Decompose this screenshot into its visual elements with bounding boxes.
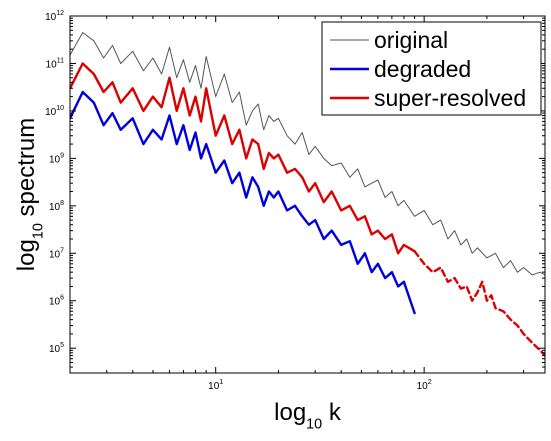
y-axis-label: log10 spectrum [13,118,46,271]
y-tick-label: 1011 [46,57,64,70]
series-line-super-resolved-extrapolated [413,250,545,357]
legend-label-super-resolved: super-resolved [374,85,526,111]
y-tick-label: 108 [49,200,64,213]
y-tick-label: 106 [49,295,64,308]
series-line-original [70,32,545,276]
x-tick-label: 101 [208,379,223,392]
x-tick-label: 102 [417,379,432,392]
series-layer [70,32,545,357]
axis-labels: 101 102 105 106 107 108 109 1010 1011 1012 log10 k… [13,10,432,432]
legend-label-original: original [374,27,448,53]
y-tick-label: 1010 [45,105,64,118]
plot-frame [69,15,546,374]
legend-label-degraded: degraded [374,56,471,82]
y-tick-label: 107 [49,247,64,260]
series-line-super-resolved [70,62,416,255]
legend: original degraded super-resolved [321,21,542,116]
x-axis-label: log10 k [274,399,342,432]
ticks-layer [69,15,545,374]
y-tick-label: 105 [49,342,64,355]
y-tick-label: 109 [49,152,64,165]
series-line-degraded [70,90,416,315]
y-tick-label: 1012 [45,10,64,23]
